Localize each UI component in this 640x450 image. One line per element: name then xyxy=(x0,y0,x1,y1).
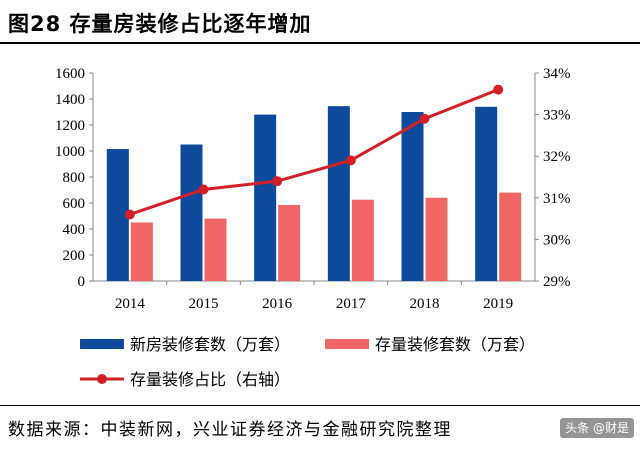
x-tick-label: 2018 xyxy=(410,296,440,312)
legend-existing-home-swatch xyxy=(325,339,369,349)
chart-area: 0 200 400 600 800 1000 1200 1400 1600 29% 30% 31% 32… xyxy=(55,66,571,389)
left-tick-label: 1600 xyxy=(55,66,85,82)
left-tick-label: 200 xyxy=(63,248,86,264)
chart-title: 图28 存量房装修占比逐年增加 xyxy=(8,12,312,36)
bar-existing-home xyxy=(351,199,374,281)
share-line xyxy=(129,88,499,216)
legend-share-line-marker xyxy=(97,374,107,384)
x-tick-label: 2016 xyxy=(262,296,293,312)
bar-existing-home xyxy=(130,222,153,281)
right-tick-label: 33% xyxy=(543,108,571,124)
right-tick-label: 29% xyxy=(543,274,571,290)
left-tick-label: 800 xyxy=(63,170,86,186)
right-tick-label: 32% xyxy=(543,149,571,165)
legend-existing-home-label: 存量装修套数（万套） xyxy=(375,335,535,354)
source-bar: 数据来源：中装新网，兴业证券经济与金融研究院整理 xyxy=(0,405,640,450)
bar-new-home xyxy=(180,144,203,281)
share-point xyxy=(345,155,356,166)
data-source: 数据来源：中装新网，兴业证券经济与金融研究院整理 xyxy=(8,420,452,440)
right-tick-label: 34% xyxy=(543,66,571,82)
left-tick-label: 400 xyxy=(63,222,86,238)
left-tick-label: 0 xyxy=(78,274,86,290)
legend-share-line-label: 存量装修占比（右轴） xyxy=(130,370,290,389)
bar-new-home xyxy=(401,112,424,281)
x-tick-label: 2015 xyxy=(189,296,219,312)
title-divider xyxy=(0,42,640,44)
left-tick-label: 1200 xyxy=(55,118,85,134)
bar-new-home xyxy=(254,114,277,281)
share-point xyxy=(124,209,135,220)
share-point xyxy=(198,184,209,195)
x-tick-label: 2017 xyxy=(336,296,367,312)
x-tick-label: 2019 xyxy=(483,296,513,312)
right-tick-label: 30% xyxy=(543,232,571,248)
bar-existing-home xyxy=(278,204,301,281)
left-tick-label: 1400 xyxy=(55,92,85,108)
watermark: 头条 @财是 xyxy=(560,418,634,438)
right-tick-label: 31% xyxy=(543,191,571,207)
legend-new-home-label: 新房装修套数（万套） xyxy=(130,335,290,354)
bar-existing-home xyxy=(204,218,227,281)
legend-new-home-swatch xyxy=(80,339,124,349)
bar-new-home xyxy=(327,106,350,282)
bar-new-home xyxy=(475,106,498,281)
source-divider xyxy=(0,405,640,406)
bar-existing-home xyxy=(425,197,448,281)
x-tick-label: 2014 xyxy=(115,296,146,312)
title-bar: 图28 存量房装修占比逐年增加 xyxy=(0,0,640,44)
left-tick-label: 1000 xyxy=(55,144,85,160)
bar-new-home xyxy=(106,149,129,281)
share-point xyxy=(419,113,430,124)
share-point xyxy=(272,176,283,187)
bar-existing-home xyxy=(499,192,522,281)
left-tick-label: 600 xyxy=(63,196,86,212)
share-point xyxy=(493,84,504,95)
